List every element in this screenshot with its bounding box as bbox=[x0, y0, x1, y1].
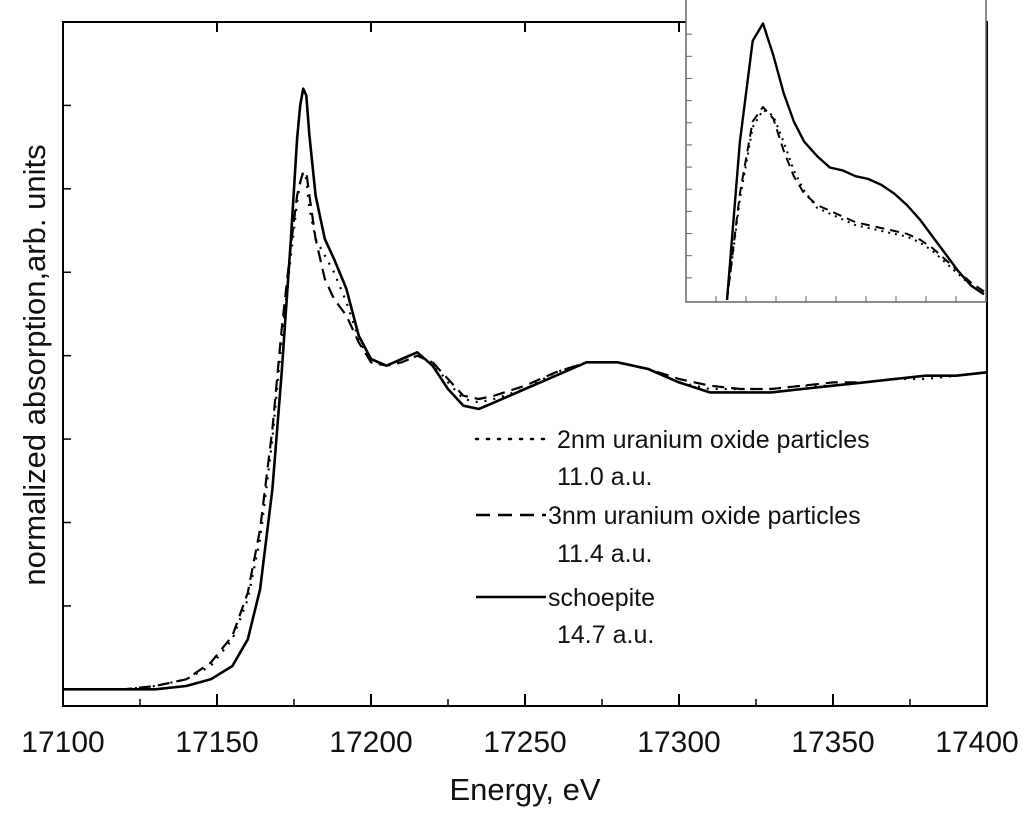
x-tick-label: 17250 bbox=[483, 726, 566, 759]
y-axis-ticks bbox=[63, 104, 71, 691]
x-tick-label: 17200 bbox=[329, 726, 412, 759]
x-tick-label: 17100 bbox=[21, 726, 104, 759]
x-axis-ticks: 17100 17150 17200 17250 17300 17350 17400 bbox=[21, 22, 1019, 759]
legend-label-3nm: 3nm uranium oxide particles bbox=[548, 502, 861, 530]
series-line-2 bbox=[63, 171, 988, 691]
inset-series-layer bbox=[725, 22, 985, 301]
inset-chart bbox=[685, 0, 987, 303]
inset-series-line-1 bbox=[726, 108, 985, 301]
x-tick-label: 17300 bbox=[637, 726, 720, 759]
legend-sub-2nm: 11.0 a.u. bbox=[557, 463, 652, 491]
inset-series-line-2 bbox=[726, 106, 985, 301]
x-tick-label: 17400 bbox=[935, 726, 1018, 759]
x-tick-label: 17150 bbox=[175, 726, 258, 759]
inset-series-line-3 bbox=[725, 22, 985, 301]
legend-label-2nm: 2nm uranium oxide particles bbox=[557, 426, 870, 454]
legend-label-schoepite: schoepite bbox=[548, 584, 655, 612]
inset-ticks bbox=[686, 33, 957, 302]
series-layer bbox=[63, 87, 988, 691]
x-axis-title: Energy, eV bbox=[449, 772, 600, 807]
legend: 2nm uranium oxide particles 11.0 a.u. 3n… bbox=[474, 426, 870, 649]
series-line-3 bbox=[63, 87, 988, 691]
legend-sub-3nm: 11.4 a.u. bbox=[557, 540, 652, 568]
legend-sub-schoepite: 14.7 a.u. bbox=[557, 621, 654, 649]
x-tick-label: 17350 bbox=[791, 726, 874, 759]
y-axis-title: normalized absorption,arb. units bbox=[17, 144, 52, 585]
